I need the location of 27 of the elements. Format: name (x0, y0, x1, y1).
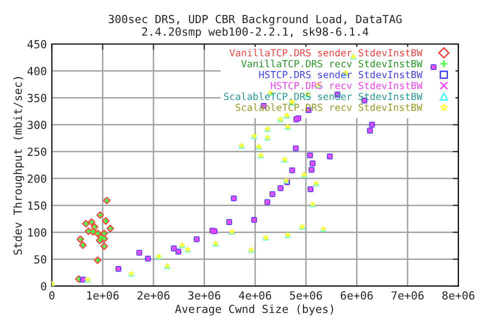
x-tick-label: 6e+06 (340, 291, 373, 300)
y-tick-label: 400 (27, 66, 46, 76)
legend-label: ScalableTCP.DRS sender StdevInstBW (224, 92, 422, 100)
x-tick-label: 4e+06 (238, 291, 272, 300)
y-tick-label: 450 (27, 40, 46, 48)
chart-title: 300sec DRS, UDP CBR Background Load, DataTAG 2.4.20smp web100-2.2.1, sk98-6.1.4 (108, 14, 402, 38)
legend-label: VanillaTCP.DRS recv StdevInstBW (241, 60, 422, 68)
y-axis-title: Stdev Throughput (mbit/sec) (13, 77, 24, 255)
x-axis-title: Average Cwnd Size (byes) (175, 304, 334, 316)
y-tick-label: 50 (34, 255, 46, 264)
x-tick-label: 8e+06 (442, 291, 474, 300)
y-tick-label: 0 (41, 282, 46, 290)
x-tick-label: 1e+06 (87, 291, 119, 300)
y-tick-label: 250 (28, 148, 46, 156)
legend-label: HSTCP.DRS sender StdevInstBW (259, 70, 422, 78)
x-tick-label: 3e+06 (188, 291, 220, 300)
legend-label: VanillaTCP.DRS sender StdevInstBW (230, 48, 422, 56)
x-tick-label: 0 (49, 291, 54, 300)
y-tick-label: 300 (28, 120, 46, 130)
x-tick-label: 5e+06 (290, 291, 322, 300)
y-tick-label: 350 (28, 94, 46, 102)
y-tick-label: 150 (28, 201, 46, 210)
x-tick-label: 7e+06 (392, 291, 424, 300)
x-tick-label: 2e+06 (138, 291, 170, 300)
legend-label: HSTCP.DRS recv StdevInstBW (270, 82, 422, 90)
y-tick-label: 200 (28, 174, 46, 183)
y-tick-label: 100 (28, 228, 46, 237)
